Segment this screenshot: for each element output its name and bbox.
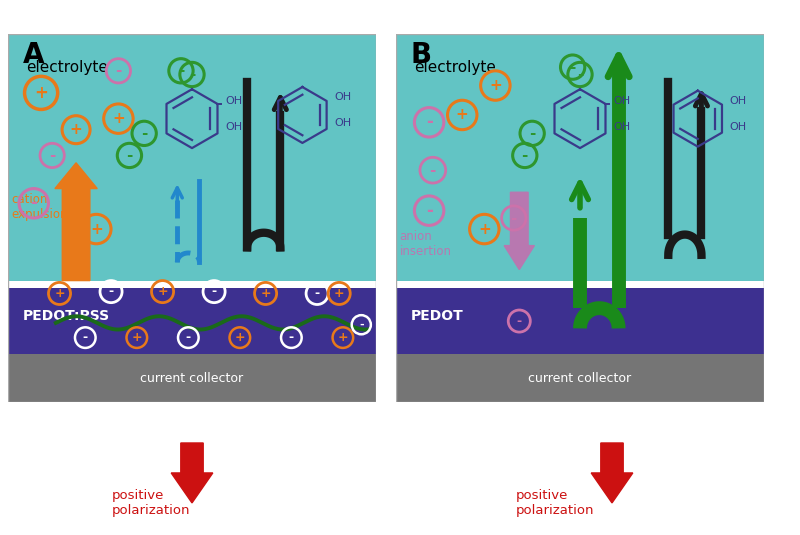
FancyArrow shape [55, 163, 98, 280]
Text: -: - [178, 63, 184, 78]
Text: positive
polarization: positive polarization [112, 489, 190, 517]
Text: A: A [22, 41, 44, 70]
Text: +: + [478, 221, 490, 236]
Text: -: - [30, 194, 37, 212]
Text: positive
polarization: positive polarization [516, 489, 594, 517]
Text: -: - [577, 67, 583, 82]
Text: -: - [359, 320, 363, 330]
Text: -: - [126, 148, 133, 163]
Bar [396, 34, 764, 280]
Text: electrolyte: electrolyte [414, 60, 496, 75]
Text: -: - [49, 148, 55, 163]
Text: -: - [314, 287, 320, 300]
Text: OH: OH [225, 121, 242, 132]
Bar [396, 288, 764, 354]
Text: -: - [570, 59, 576, 75]
Text: OH: OH [334, 118, 351, 128]
Text: OH: OH [613, 121, 630, 132]
FancyArrow shape [171, 443, 213, 503]
Text: PEDOT: PEDOT [410, 309, 463, 323]
Text: -: - [430, 163, 436, 178]
Text: +: + [456, 108, 469, 123]
Text: -: - [522, 148, 528, 163]
Text: -: - [82, 331, 88, 344]
Text: OH: OH [334, 92, 351, 102]
Text: OH: OH [225, 96, 242, 106]
Text: -: - [517, 315, 522, 327]
Text: -: - [426, 113, 433, 131]
Text: -: - [141, 126, 147, 141]
Text: B: B [410, 41, 432, 70]
Bar [396, 354, 764, 402]
Text: anion
insertion: anion insertion [400, 230, 452, 258]
Text: -: - [189, 67, 195, 82]
Text: -: - [529, 126, 535, 141]
Text: +: + [70, 122, 82, 137]
Text: +: + [131, 331, 142, 344]
Text: -: - [115, 63, 122, 78]
Text: +: + [90, 221, 102, 236]
Bar [8, 288, 376, 354]
FancyArrow shape [504, 192, 534, 270]
Text: +: + [338, 331, 348, 344]
Bar [8, 354, 376, 402]
Text: -: - [186, 331, 191, 344]
Text: +: + [112, 111, 125, 126]
Text: +: + [334, 287, 345, 300]
Text: -: - [109, 285, 114, 298]
Text: PEDOT:PSS: PEDOT:PSS [22, 309, 110, 323]
Bar [8, 34, 376, 280]
Text: OH: OH [730, 121, 746, 132]
Text: OH: OH [730, 96, 746, 106]
Text: OH: OH [613, 96, 630, 106]
Text: electrolyte: electrolyte [26, 60, 108, 75]
Text: +: + [234, 331, 245, 344]
Text: +: + [54, 287, 65, 300]
FancyArrow shape [591, 443, 633, 503]
Text: +: + [260, 287, 271, 300]
Text: cation
expulsion: cation expulsion [12, 193, 68, 221]
Text: current collector: current collector [141, 372, 243, 385]
Text: -: - [510, 210, 517, 226]
Text: -: - [211, 285, 217, 298]
Text: +: + [158, 285, 168, 298]
Text: current collector: current collector [529, 372, 631, 385]
Text: -: - [289, 331, 294, 344]
Text: +: + [489, 78, 502, 93]
Text: -: - [426, 202, 433, 220]
Text: +: + [34, 84, 48, 102]
